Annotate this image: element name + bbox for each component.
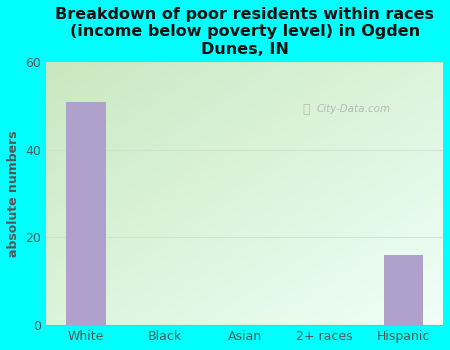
Y-axis label: absolute numbers: absolute numbers bbox=[7, 130, 20, 257]
Text: City-Data.com: City-Data.com bbox=[316, 104, 390, 114]
Text: ⦾: ⦾ bbox=[302, 103, 310, 116]
Bar bbox=[66, 102, 106, 325]
Bar bbox=[383, 255, 423, 325]
Title: Breakdown of poor residents within races
(income below poverty level) in Ogden
D: Breakdown of poor residents within races… bbox=[55, 7, 434, 57]
